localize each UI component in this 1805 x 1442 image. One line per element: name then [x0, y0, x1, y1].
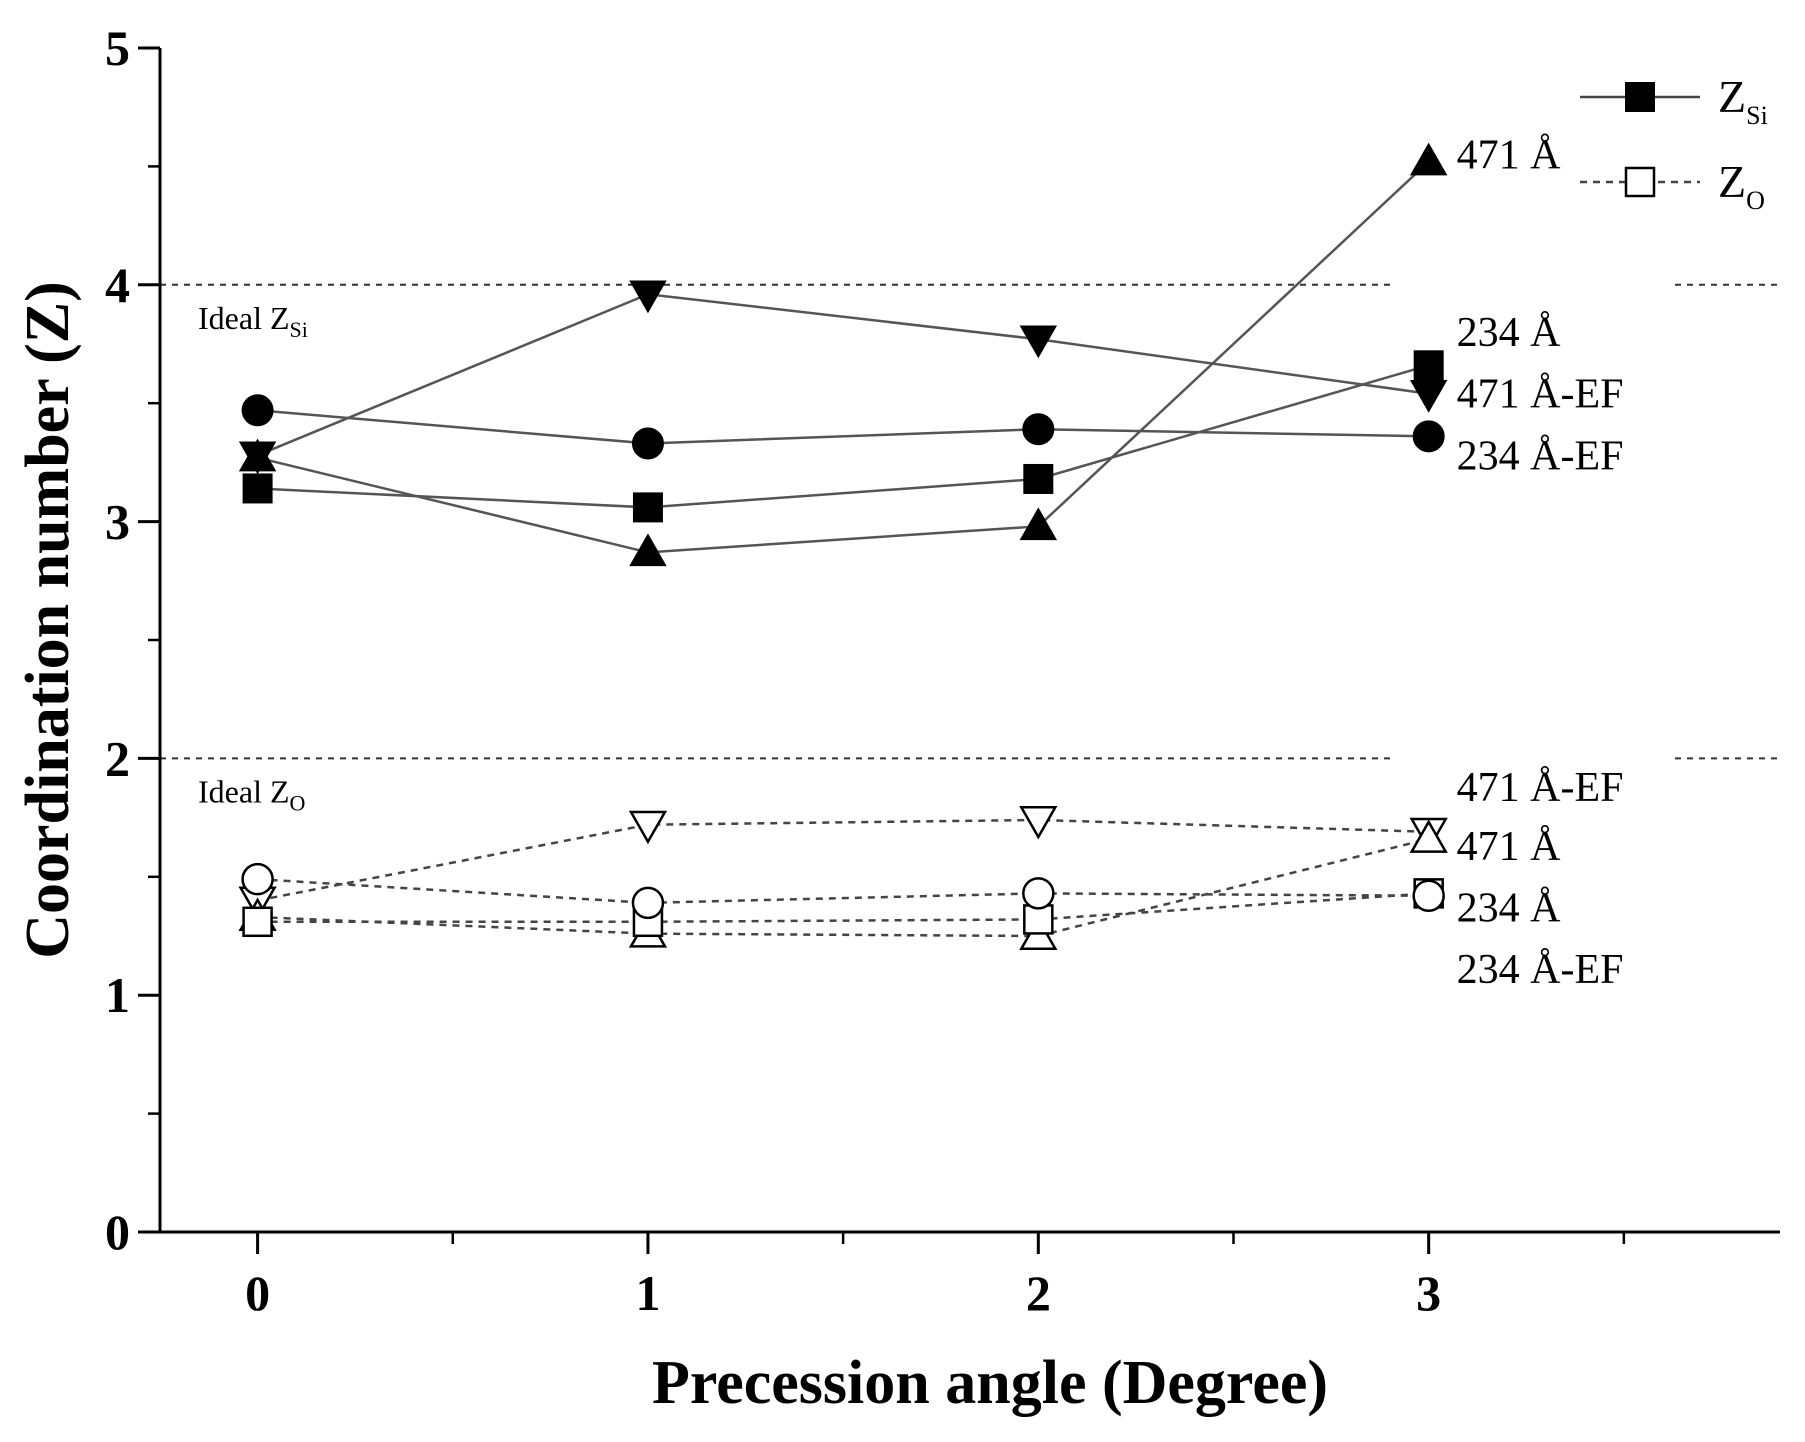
series-1 — [242, 350, 1444, 523]
data-point-0-1 — [629, 533, 667, 567]
series-line-4 — [257, 818, 1429, 902]
legend-label-1: ZO — [1718, 156, 1765, 215]
legend-entry-0: ZSi — [1580, 71, 1768, 130]
y-tick-label-3: 3 — [105, 494, 130, 550]
series-2 — [238, 280, 1448, 475]
y-tick-label-4: 4 — [105, 257, 130, 313]
series-0 — [238, 142, 1448, 567]
data-point-2-0 — [238, 441, 277, 475]
y-tick-label-2: 2 — [105, 730, 130, 786]
data-point-3-0 — [241, 394, 274, 427]
data-point-1-3 — [1413, 350, 1444, 381]
series-line-6 — [257, 892, 1429, 924]
data-point-0-2 — [1019, 507, 1058, 541]
y-tick-label-1: 1 — [105, 967, 130, 1023]
data-point-4-1 — [628, 810, 668, 845]
x-tick-label-1: 1 — [635, 1265, 660, 1321]
x-tick-label-0: 0 — [245, 1265, 270, 1321]
series-end-label-2: 471 Å-EF — [1457, 372, 1624, 418]
series-line-2 — [257, 292, 1429, 457]
x-tick-label-3: 3 — [1416, 1265, 1441, 1321]
data-point-1-0 — [242, 473, 273, 504]
series-5 — [238, 819, 1448, 950]
reference-label-0: Ideal ZSi — [198, 300, 308, 342]
legend: ZSi ZO — [1580, 71, 1768, 215]
legend-marker-0 — [1625, 82, 1655, 112]
data-point-2-1 — [629, 280, 667, 314]
series-end-label-4: 471 Å-EF — [1457, 765, 1624, 811]
data-point-3-1 — [631, 427, 664, 460]
data-point-7-2 — [1022, 877, 1055, 910]
series-line-7 — [257, 877, 1429, 905]
series-end-label-5: 471 Å — [1457, 824, 1562, 870]
x-tick-label-2: 2 — [1026, 1265, 1051, 1321]
series-end-label-6: 234 Å — [1457, 886, 1562, 932]
series-end-label-0: 471 Å — [1457, 133, 1562, 179]
data-point-6-0 — [242, 906, 273, 938]
data-point-0-3 — [1409, 142, 1448, 176]
series-line-0 — [257, 160, 1430, 554]
series-4 — [238, 805, 1448, 920]
series-end-label-1: 234 Å — [1457, 310, 1562, 356]
series-7 — [241, 862, 1445, 920]
legend-entry-1: ZO — [1580, 156, 1765, 215]
series-group — [238, 142, 1448, 950]
data-point-3-3 — [1412, 420, 1445, 453]
data-point-1-2 — [1023, 463, 1054, 494]
series-line-5 — [257, 837, 1429, 938]
data-point-7-3 — [1412, 879, 1445, 912]
data-point-2-2 — [1019, 325, 1058, 359]
reference-lines: Ideal ZSi Ideal ZO — [160, 283, 1780, 815]
series-end-labels: 471 Å 234 Å 471 Å-EF 234 Å-EF 471 Å-EF 471 Å 2… — [1457, 133, 1624, 994]
y-axis-title: Coordination number (Z) — [14, 281, 82, 959]
series-6 — [242, 878, 1444, 938]
data-point-7-1 — [631, 886, 665, 920]
series-3 — [241, 394, 1445, 460]
data-point-4-2 — [1019, 805, 1058, 840]
series-end-label-7: 234 Å-EF — [1457, 947, 1624, 993]
legend-label-0: ZSi — [1718, 71, 1768, 130]
series-line-3 — [257, 409, 1429, 445]
y-tick-label-5: 5 — [105, 20, 130, 76]
data-point-5-3 — [1409, 819, 1448, 853]
data-point-3-2 — [1022, 413, 1055, 446]
series-end-label-3: 234 Å-EF — [1457, 433, 1624, 479]
x-axis-title: Precession angle (Degree) — [652, 1349, 1328, 1417]
y-tick-label-0: 0 — [105, 1204, 130, 1260]
axes: 0 1 2 3 4 5 0 1 2 3 — [105, 20, 1780, 1321]
reference-label-1: Ideal ZO — [198, 773, 305, 815]
data-point-7-0 — [241, 862, 274, 896]
series-line-1 — [257, 364, 1430, 509]
data-point-1-1 — [632, 492, 663, 523]
data-point-2-3 — [1409, 379, 1448, 413]
legend-marker-1 — [1624, 166, 1656, 198]
